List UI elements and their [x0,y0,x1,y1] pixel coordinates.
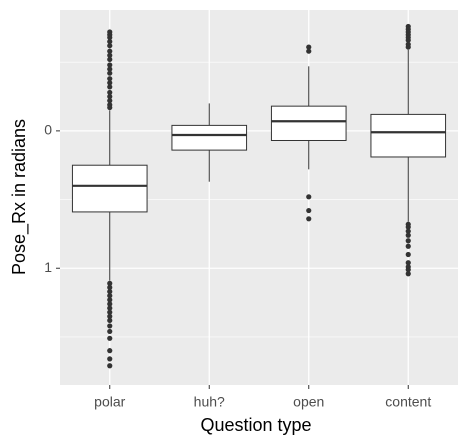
y-tick-label: 0 [44,122,52,138]
outlier [107,288,113,295]
outlier [107,98,113,104]
outlier [107,34,113,41]
x-tick-label: open [293,394,324,410]
outlier [107,62,113,68]
outlier [107,66,113,72]
outlier [107,363,113,369]
outlier [107,356,113,362]
outlier [405,224,411,230]
outlier [107,317,113,324]
box [370,113,447,158]
x-tick-label: content [385,394,431,410]
outlier [306,194,312,200]
outlier [107,335,113,341]
outlier [107,84,113,90]
outlier [306,207,312,214]
outlier [107,280,113,286]
box [171,124,248,151]
outlier [107,313,113,319]
outlier [306,48,312,54]
outlier [107,309,113,315]
outlier [107,48,113,54]
outlier [405,271,411,277]
outlier [107,76,113,82]
outlier [405,238,411,244]
outlier [107,284,113,291]
outlier [405,37,411,43]
x-axis-title: Question type [200,415,311,435]
outlier [107,93,113,100]
outlier [107,38,113,45]
outlier [107,80,113,86]
outlier [306,216,312,222]
outlier [405,232,411,238]
outlier [107,328,113,335]
box [71,164,148,213]
outlier [405,243,411,249]
outlier [107,43,113,49]
outlier [107,293,113,299]
y-tick-label: 1 [44,259,52,275]
outlier [107,305,113,311]
y-axis-title: Pose_Rx in radians [9,119,30,275]
outlier [405,267,411,273]
outlier [405,44,411,50]
outlier [107,323,113,329]
outlier [107,89,113,96]
outlier [107,297,113,303]
outlier [405,260,411,266]
outlier [107,56,113,63]
outlier [107,301,113,307]
x-tick-label: huh? [194,394,225,410]
outlier [306,44,312,50]
box [270,105,347,141]
outlier [405,228,411,234]
outlier [107,70,113,76]
outlier [107,52,113,58]
outlier [405,251,411,258]
outlier [107,348,113,354]
x-tick-label: polar [94,394,125,410]
outlier [107,104,113,111]
